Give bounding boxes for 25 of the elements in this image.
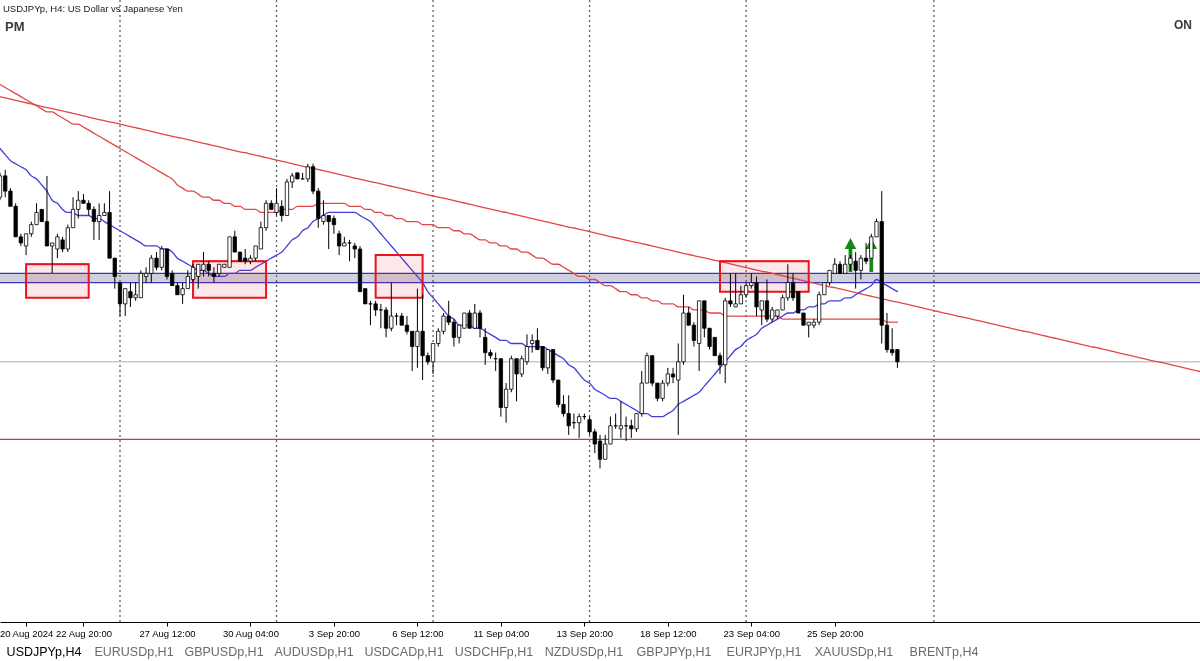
text: NZDUSDp,H1 [544,645,624,659]
text: USDCHFp,H1 [454,645,534,659]
text: BRENTp,H4 [909,645,979,659]
x-tick-label: 13 Sep 20:00 [556,627,614,639]
x-tick-label: 20 Aug 2024 [0,627,54,639]
x-tick-label: 30 Aug 04:00 [222,627,279,639]
x-tick-label: 27 Aug 12:00 [139,627,196,639]
x-tick-label: 18 Sep 12:00 [640,627,697,639]
text: ON [1174,18,1192,32]
text: PM [5,19,25,34]
text: EURJPYp,H1 [726,645,802,659]
text: EURUSDp,H1 [94,645,174,659]
text: USDCADp,H1 [364,645,444,659]
text: GBPJPYp,H1 [636,645,712,659]
x-tick-label: 23 Sep 04:00 [723,627,781,639]
text: XAUUSDp,H1 [814,645,894,659]
text: AUDUSDp,H1 [274,645,354,659]
x-tick-label: 11 Sep 04:00 [473,627,530,639]
x-tick-label: 6 Sep 12:00 [392,627,444,639]
x-tick-label: 25 Sep 20:00 [807,627,864,639]
text: GBPUSDp,H1 [184,645,264,659]
x-tick-label: 3 Sep 20:00 [308,627,361,639]
chart-title: USDJPYp, H4: US Dollar vs Japanese Yen [3,3,183,14]
text: USDJPYp,H4 [6,645,82,659]
x-tick-label: 22 Aug 20:00 [55,627,112,639]
